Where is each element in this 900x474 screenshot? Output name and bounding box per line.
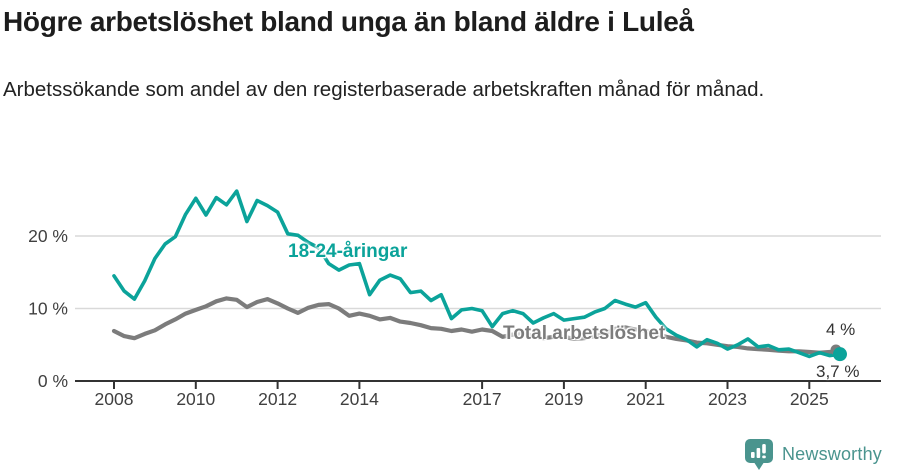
end-value-label-youth: 3,7 % <box>816 362 860 381</box>
x-tick-label: 2010 <box>176 389 215 409</box>
end-value-label-total: 4 % <box>826 320 856 339</box>
y-tick-label: 10 % <box>28 299 68 319</box>
series-label-total: Total arbetslöshet <box>503 323 666 344</box>
y-tick-label: 0 % <box>38 371 68 391</box>
newsworthy-logo-text: Newsworthy <box>781 444 882 464</box>
x-tick-label: 2008 <box>95 389 134 409</box>
page-title: Högre arbetslöshet bland unga än bland ä… <box>3 6 694 37</box>
x-tick-label: 2023 <box>708 389 747 409</box>
y-tick-label: 20 % <box>28 226 68 246</box>
x-tick-label: 2025 <box>790 389 829 409</box>
chart-subtitle: Arbetssökande som andel av den registerb… <box>3 78 765 101</box>
newsworthy-logo[interactable]: Newsworthy <box>744 439 882 470</box>
x-tick-label: 2014 <box>340 389 379 409</box>
newsworthy-bubble-chart-icon <box>744 439 773 470</box>
line-series-total <box>111 296 843 355</box>
line-series-youth <box>112 189 842 359</box>
end-dot-youth <box>832 347 847 362</box>
series-label-youth: 18-24-åringar <box>288 241 408 262</box>
x-tick-label: 2019 <box>544 389 583 409</box>
x-tick-label: 2021 <box>626 389 665 409</box>
x-tick-label: 2017 <box>463 389 502 409</box>
x-tick-label: 2012 <box>258 389 297 409</box>
